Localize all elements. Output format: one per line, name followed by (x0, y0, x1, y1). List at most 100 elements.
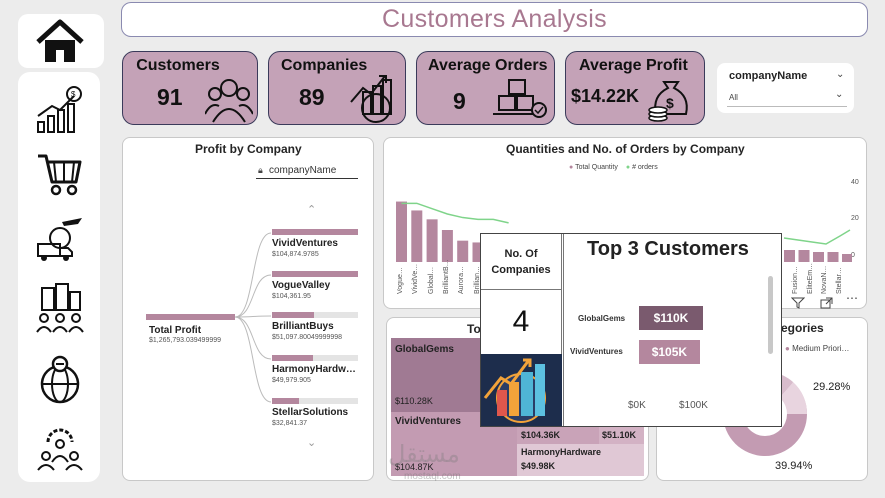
treemap-cell[interactable]: VividVentures $104.87K (391, 412, 517, 476)
bar-total-quantity[interactable] (426, 219, 438, 262)
money-bag-icon: $ (648, 81, 688, 122)
top3-bar-value: $110K (653, 311, 689, 325)
top3-bar[interactable]: $110K (639, 306, 703, 330)
filter-icon[interactable] (791, 297, 805, 309)
growth-chart-icon[interactable]: $ (34, 86, 86, 138)
company-slicer: companyName ⌄ All ⌄ (717, 63, 854, 113)
city-growth-icon (483, 358, 546, 423)
kpi-label: Average Profit (579, 57, 688, 74)
tree-item-bar[interactable] (272, 271, 358, 277)
donut-pct-label: 39.94% (775, 460, 813, 472)
tree-item-bar-track[interactable] (272, 312, 358, 318)
donut-pct-label: 29.28% (813, 381, 851, 393)
line-orders[interactable] (401, 202, 509, 224)
x-tick: Stellar… (835, 267, 843, 294)
chevron-down-icon: ⌄ (835, 89, 844, 100)
svg-text:$: $ (71, 90, 76, 99)
bar-total-quantity[interactable] (827, 252, 839, 262)
x-tick: Global… (427, 266, 435, 294)
kpi-label: Companies (281, 57, 368, 74)
focus-mode-icon[interactable] (820, 297, 833, 309)
qty-chart-title: Quantities and No. of Orders by Company (506, 142, 745, 156)
companies-count-title-box: No. Of Companies (481, 234, 562, 290)
kpi-customers: Customers 91 (122, 51, 258, 125)
global-icon[interactable] (34, 354, 86, 406)
watermark-sub: mostaql.com (404, 471, 461, 482)
treemap-cell[interactable]: $51.10K (599, 424, 644, 444)
bar-total-quantity[interactable] (472, 242, 484, 262)
slicer-dropdown[interactable]: All ⌄ (727, 89, 847, 107)
qty-legend: ● Total Quantity ● # orders (569, 164, 658, 171)
shipping-icon[interactable] (34, 212, 86, 264)
treemap-title: To (467, 322, 481, 336)
home-icon (36, 19, 84, 62)
tree-item-bar[interactable] (272, 312, 315, 318)
tree-item-label: StellarSolutions (272, 407, 349, 418)
team-gear-icon[interactable] (34, 422, 86, 474)
y-tick: 40 (851, 179, 859, 186)
tree-item-label: VividVentures (272, 238, 338, 249)
tree-filter[interactable]: 🔒︎ companyName (256, 164, 358, 179)
legend-item-orders[interactable]: ● # orders (625, 164, 658, 171)
tree-item-label: VogueValley (272, 280, 331, 291)
team-building-icon[interactable] (34, 282, 86, 334)
more-options-icon[interactable]: ⋯ (846, 291, 858, 305)
treemap-cell[interactable]: HarmonyHardware $49.98K (517, 444, 644, 476)
svg-text:$: $ (666, 95, 674, 111)
people-icon (205, 79, 253, 123)
tree-item-bar[interactable] (272, 229, 358, 235)
bar-total-quantity[interactable] (457, 240, 469, 262)
bar-total-quantity[interactable] (784, 250, 795, 262)
bar-total-quantity[interactable] (798, 250, 810, 262)
tree-root-bar[interactable] (146, 314, 235, 320)
tree-item-bar[interactable] (272, 398, 299, 404)
page-title-box: Customers Analysis (121, 2, 868, 37)
bar-total-quantity[interactable] (411, 210, 423, 262)
scrollbar[interactable] (768, 276, 773, 354)
kpi-value: 9 (453, 88, 466, 114)
companies-count-title: No. Of Companies (491, 247, 551, 276)
watermark: مستقل (388, 440, 460, 468)
city-image (481, 354, 562, 426)
legend-item-quantity[interactable]: ● Total Quantity (569, 164, 618, 171)
home-button[interactable] (18, 14, 104, 68)
tree-connectors (235, 232, 271, 403)
donut-title: egories (781, 321, 824, 335)
treemap-cell[interactable]: $104.36K (517, 424, 599, 444)
x-tick: $0K (628, 400, 646, 411)
chevron-down-icon[interactable]: ⌄ (307, 437, 317, 449)
page-title: Customers Analysis (382, 5, 607, 33)
kpi-value: $14.22K (571, 86, 640, 106)
sidebar-nav: $ (18, 72, 100, 482)
shopping-cart-icon[interactable] (34, 148, 86, 200)
line-orders[interactable] (783, 229, 851, 245)
x-tick: BrilliantB… (442, 259, 450, 294)
top3-bar-value: $105K (651, 345, 688, 359)
top3-bar[interactable]: $105K (639, 340, 700, 364)
profit-tree-title: Profit by Company (195, 142, 302, 156)
kpi-label: Average Orders (428, 57, 548, 74)
tree-filter-label: companyName (269, 165, 337, 176)
tree-root-value: $1,265,793.039499999 (149, 337, 222, 344)
tree-item-bar-track[interactable] (272, 355, 358, 361)
tree-item-bar-track[interactable] (272, 398, 358, 404)
tree-item-label: BrilliantBuys (272, 321, 334, 332)
kpi-value: 91 (157, 84, 183, 110)
chevron-up-icon[interactable]: ⌃ (307, 204, 317, 216)
lock-icon: 🔒︎ (258, 165, 263, 175)
tree-item-bar[interactable] (272, 355, 314, 361)
tree-item-value: $104,874.9785 (272, 251, 319, 258)
bar-label: VividVentures (570, 347, 623, 356)
bar-total-quantity[interactable] (441, 230, 453, 262)
tree-item-value: $32,841.37 (272, 420, 308, 427)
companies-count-value: 4 (512, 305, 530, 338)
bar-total-quantity[interactable] (842, 254, 852, 262)
boxes-icon (493, 79, 547, 118)
chevron-down-icon[interactable]: ⌄ (836, 69, 845, 80)
tree-item-label: HarmonyHardw… (272, 364, 356, 375)
bar-total-quantity[interactable] (396, 201, 407, 262)
x-tick: Fusion… (792, 265, 799, 294)
slicer-selected: All (729, 93, 738, 102)
bar-total-quantity[interactable] (813, 252, 824, 262)
profit-by-company-card: Profit by Company 🔒︎ companyName ⌃ Total… (122, 137, 374, 481)
